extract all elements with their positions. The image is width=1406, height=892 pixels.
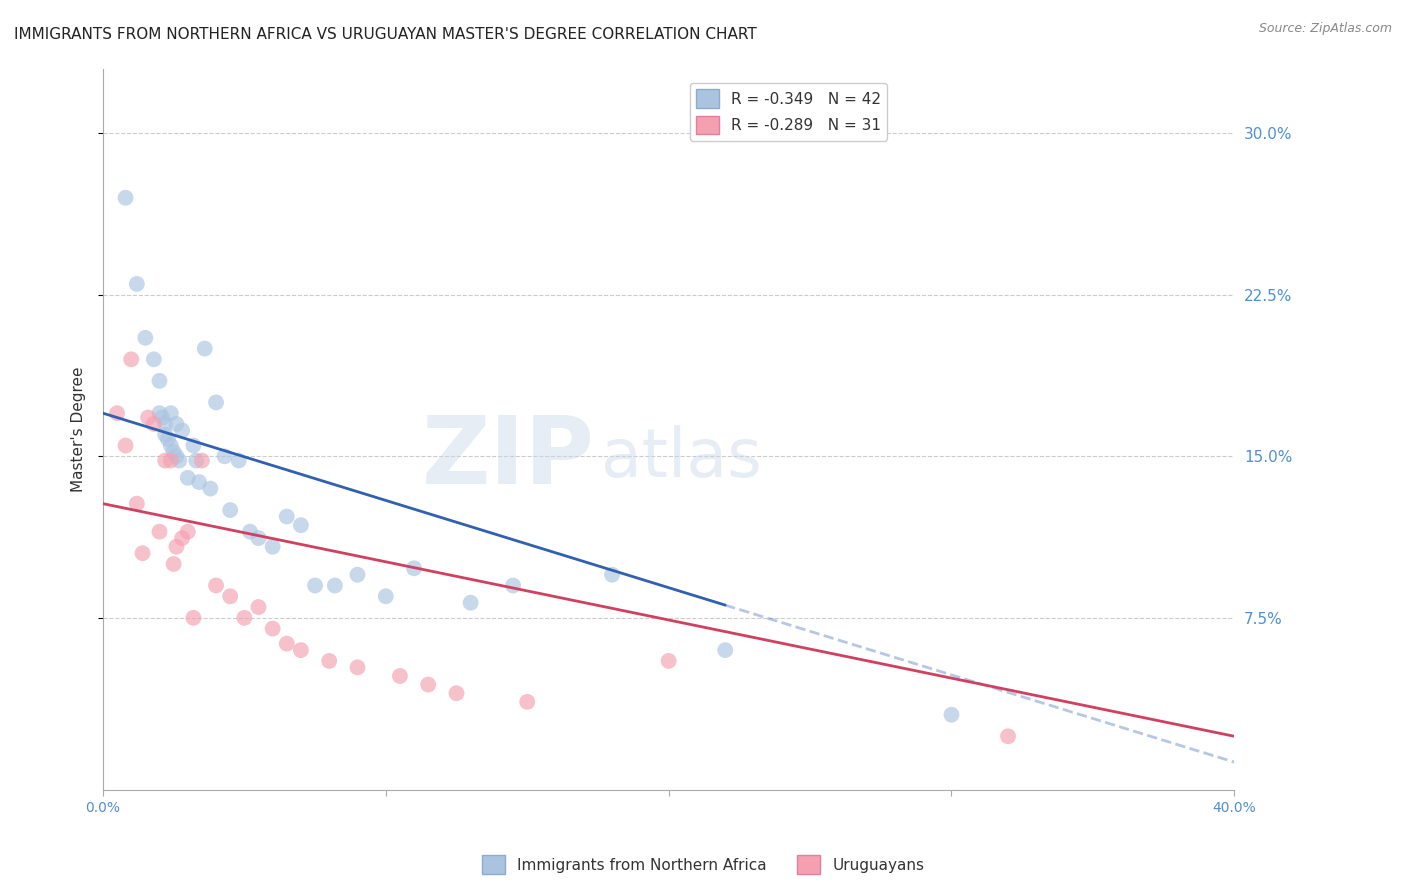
- Point: [156, 432, 179, 446]
- Legend: Immigrants from Northern Africa, Uruguayans: Immigrants from Northern Africa, Uruguay…: [475, 849, 931, 880]
- Point: [114, 438, 136, 452]
- Point: [228, 453, 250, 467]
- Point: [502, 578, 524, 592]
- Point: [200, 482, 222, 496]
- Point: [159, 453, 181, 467]
- Point: [114, 191, 136, 205]
- Point: [177, 471, 200, 485]
- Point: [304, 578, 326, 592]
- Point: [165, 540, 187, 554]
- Point: [276, 637, 298, 651]
- Point: [165, 449, 187, 463]
- Point: [388, 669, 411, 683]
- Point: [205, 578, 228, 592]
- Point: [183, 438, 205, 452]
- Point: [658, 654, 681, 668]
- Point: [323, 578, 346, 592]
- Point: [148, 524, 170, 539]
- Point: [214, 449, 236, 463]
- Point: [188, 475, 211, 489]
- Point: [142, 352, 165, 367]
- Point: [153, 417, 176, 431]
- Point: [290, 518, 312, 533]
- Point: [600, 567, 623, 582]
- Point: [177, 524, 200, 539]
- Point: [290, 643, 312, 657]
- Point: [446, 686, 468, 700]
- Point: [233, 611, 256, 625]
- Point: [941, 707, 963, 722]
- Point: [120, 352, 142, 367]
- Point: [134, 331, 156, 345]
- Point: [148, 406, 170, 420]
- Point: [172, 531, 194, 545]
- Point: [714, 643, 737, 657]
- Point: [219, 503, 242, 517]
- Point: [219, 589, 242, 603]
- Point: [162, 557, 184, 571]
- Point: [346, 660, 368, 674]
- Point: [183, 611, 205, 625]
- Legend: R = -0.349   N = 42, R = -0.289   N = 31: R = -0.349 N = 42, R = -0.289 N = 31: [690, 83, 887, 141]
- Y-axis label: Master's Degree: Master's Degree: [72, 367, 86, 492]
- Point: [418, 677, 440, 691]
- Text: atlas: atlas: [600, 425, 762, 491]
- Point: [142, 417, 165, 431]
- Point: [247, 600, 270, 615]
- Point: [131, 546, 153, 560]
- Point: [239, 524, 262, 539]
- Point: [172, 424, 194, 438]
- Text: Source: ZipAtlas.com: Source: ZipAtlas.com: [1258, 22, 1392, 36]
- Point: [402, 561, 425, 575]
- Point: [105, 406, 128, 420]
- Point: [191, 453, 214, 467]
- Point: [186, 453, 208, 467]
- Point: [247, 531, 270, 545]
- Point: [125, 497, 148, 511]
- Point: [997, 729, 1019, 743]
- Point: [194, 342, 217, 356]
- Point: [159, 438, 181, 452]
- Point: [136, 410, 159, 425]
- Point: [150, 410, 173, 425]
- Point: [148, 374, 170, 388]
- Point: [165, 417, 187, 431]
- Point: [125, 277, 148, 291]
- Point: [153, 453, 176, 467]
- Text: IMMIGRANTS FROM NORTHERN AFRICA VS URUGUAYAN MASTER'S DEGREE CORRELATION CHART: IMMIGRANTS FROM NORTHERN AFRICA VS URUGU…: [14, 27, 756, 42]
- Text: ZIP: ZIP: [422, 412, 595, 504]
- Point: [262, 622, 284, 636]
- Point: [169, 453, 191, 467]
- Point: [516, 695, 538, 709]
- Point: [346, 567, 368, 582]
- Point: [374, 589, 396, 603]
- Point: [318, 654, 340, 668]
- Point: [262, 540, 284, 554]
- Point: [205, 395, 228, 409]
- Point: [276, 509, 298, 524]
- Point: [460, 596, 482, 610]
- Point: [159, 406, 181, 420]
- Point: [162, 445, 184, 459]
- Point: [153, 427, 176, 442]
